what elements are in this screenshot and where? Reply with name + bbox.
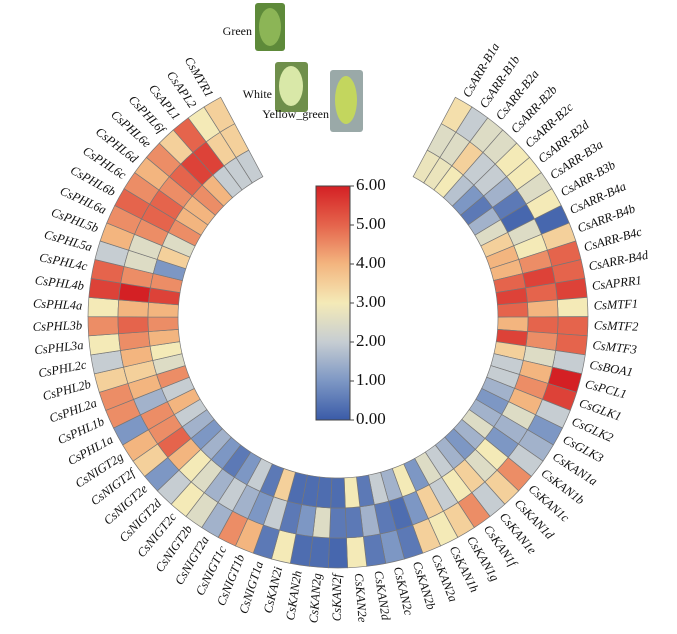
heat-cell [235,149,264,184]
gene-label: CsMTF3 [592,338,638,357]
heat-cell [344,506,364,539]
gene-label: CsBOA1 [588,358,634,380]
leaf-green [255,3,285,51]
heat-cell [330,477,346,509]
gene-label: CsKAN2f [330,572,344,621]
legend-label: Yellow_green [262,107,329,121]
gene-label: CsKAN2g [306,573,324,624]
gene-label: CsPHL2c [37,357,88,380]
legend-label: Green [223,24,252,38]
heat-cell [117,316,149,335]
colorbar-tick-label: 1.00 [356,370,386,389]
gene-label: CsKAN2c [391,565,416,617]
colorbar-tick-label: 6.00 [356,175,386,194]
heat-cell [328,537,348,569]
heat-cell [329,507,347,539]
leaf-yellow-green [330,70,363,132]
heat-cell [497,301,529,318]
heat-cell [87,316,119,337]
heat-cell [557,316,589,337]
gene-label: CsMTF2 [594,318,639,333]
colorbar-tick-label: 3.00 [356,292,386,311]
leaf-white [275,62,308,112]
gene-label: CsAPRR1 [591,273,642,293]
heat-cell [527,316,559,335]
gene-label: CsPHL3b [33,318,83,334]
colorbar-tick-label: 2.00 [356,331,386,350]
gene-label: CsKAN2i [261,565,286,615]
legend-label: White [243,87,272,101]
heat-cell [526,299,559,318]
gene-label: CsKAN2e [352,573,370,624]
colorbar-tick-label: 0.00 [356,409,386,428]
gene-label: CsKAN2h [283,570,304,622]
gene-label: CsMTF1 [593,297,638,313]
heat-cell [346,536,368,569]
heat-cell [87,297,120,318]
gene-label: CsPHL4a [33,296,83,312]
gene-label: CsPHL4c [38,250,89,273]
heat-cell [147,316,179,332]
colorbar [315,185,351,421]
heat-cell [497,316,529,332]
heat-cell [117,299,150,318]
gene-label: CsKAN2d [371,570,393,622]
gene-label: CsARR-B4d [587,248,650,274]
colorbar-tick-label: 4.00 [356,253,386,272]
colorbar-tick-label: 5.00 [356,214,386,233]
gene-label: CsPHL3a [34,338,85,357]
heat-cell [556,297,589,318]
gene-label: CsPHL4b [34,273,85,293]
